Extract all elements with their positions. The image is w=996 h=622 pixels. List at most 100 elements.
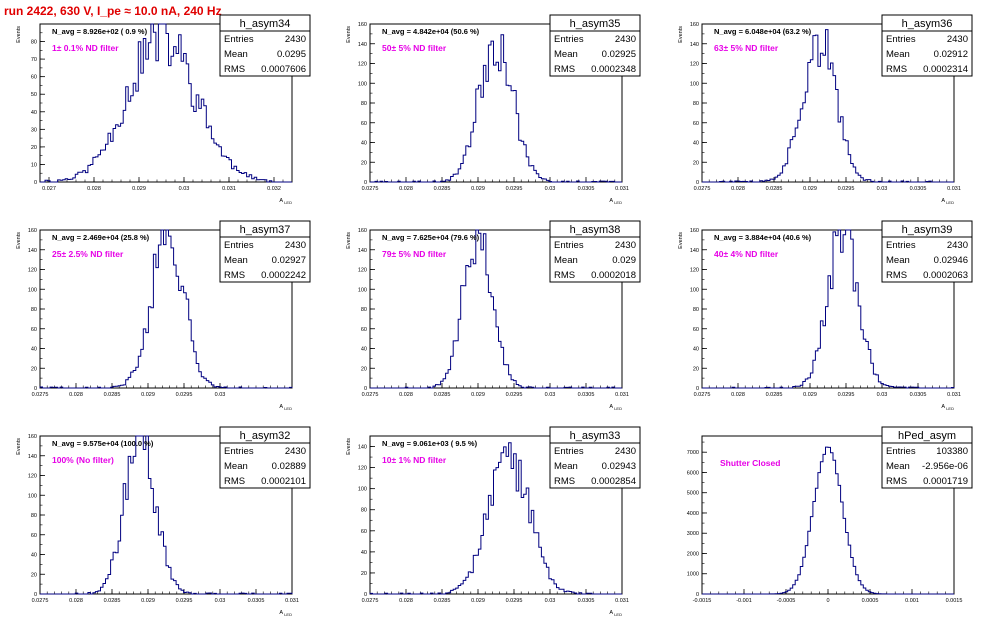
y-tick-label: 80 — [361, 307, 367, 313]
x-axis-label: A LED — [609, 404, 622, 411]
y-tick-label: 120 — [358, 62, 367, 68]
stats-label: Mean — [224, 49, 248, 60]
stats-label: RMS — [886, 64, 907, 75]
x-tick-label: 0.031 — [615, 598, 629, 604]
y-tick-label: 40 — [31, 553, 37, 559]
x-tick-label: 0.03 — [545, 186, 556, 192]
histogram-series — [40, 23, 292, 183]
y-tick-label: 0 — [34, 180, 37, 186]
y-tick-label: 60 — [31, 75, 37, 81]
histogram-panel-h_asym35: 0.0275 0.028 0.0285 0.029 0.0295 0.03 0.0305 0.… — [346, 14, 641, 205]
stats-label: Mean — [224, 461, 248, 472]
y-tick-label: 1000 — [687, 572, 699, 578]
stats-value: 0.0002314 — [923, 64, 968, 75]
stats-value: 0.0002063 — [923, 270, 968, 281]
stats-value: 0.0002242 — [261, 270, 306, 281]
x-tick-label: 0.0305 — [910, 392, 927, 398]
x-axis-label: A LED — [609, 198, 622, 205]
y-tick-label: 60 — [693, 327, 699, 333]
x-tick-label: 0.029 — [141, 598, 155, 604]
navg-label: N_avg = 4.842e+04 (50.6 %) — [382, 27, 480, 36]
y-tick-label: 100 — [358, 487, 367, 493]
y-tick-label: 5000 — [687, 491, 699, 497]
stats-box — [549, 426, 641, 489]
x-tick-label: 0.0285 — [434, 598, 451, 604]
stats-title: h_asym33 — [570, 430, 621, 442]
y-tick-label: 0 — [34, 592, 37, 598]
stats-label: RMS — [224, 270, 245, 281]
y-tick-label: 100 — [690, 81, 699, 87]
x-tick-label: 0.03 — [545, 598, 556, 604]
filter-annotation: Shutter Closed — [720, 458, 780, 468]
y-tick-label: 60 — [361, 121, 367, 127]
stats-value: 0.0002854 — [591, 476, 636, 487]
y-axis-label: Events — [678, 232, 684, 249]
x-tick-label: 0.031 — [222, 186, 236, 192]
x-tick-label: -0.001 — [736, 598, 752, 604]
page-title: run 2422, 630 V, I_pe ≈ 10.0 nA, 240 Hz — [4, 4, 222, 18]
x-tick-label: 0.03 — [215, 392, 226, 398]
histogram-panel-h_asym32: 0.0275 0.028 0.0285 0.029 0.0295 0.03 0.0305 0.… — [16, 426, 311, 617]
y-tick-label: 0 — [696, 180, 699, 186]
stats-value: 0.0001719 — [923, 476, 968, 487]
x-tick-label: 0.0285 — [766, 392, 783, 398]
y-tick-label: 40 — [361, 347, 367, 353]
stats-label: Mean — [886, 461, 910, 472]
histogram-series — [370, 229, 622, 389]
y-tick-label: 80 — [361, 101, 367, 107]
filter-annotation: 10± 1% ND filter — [382, 455, 447, 465]
y-tick-label: 40 — [693, 347, 699, 353]
stats-value: 0.02912 — [934, 49, 968, 60]
y-tick-label: 20 — [31, 145, 37, 151]
x-tick-label: 0.0285 — [104, 392, 121, 398]
stats-box — [219, 220, 311, 283]
x-tick-label: 0.0305 — [578, 392, 595, 398]
x-tick-label: 0.03 — [179, 186, 190, 192]
stats-value: 2430 — [285, 240, 306, 251]
stats-label: RMS — [886, 476, 907, 487]
y-tick-label: 40 — [31, 110, 37, 116]
y-tick-label: 20 — [693, 160, 699, 166]
x-tick-label: 0.0285 — [434, 392, 451, 398]
y-tick-label: 30 — [31, 127, 37, 133]
y-tick-label: 20 — [361, 571, 367, 577]
y-tick-label: 40 — [31, 347, 37, 353]
stats-value: 0.0295 — [277, 49, 306, 60]
filter-annotation: 50± 5% ND filter — [382, 43, 447, 53]
y-tick-label: 100 — [28, 287, 37, 293]
x-tick-label: 0.031 — [285, 598, 299, 604]
x-tick-label: 0.0275 — [32, 598, 49, 604]
histogram-series — [702, 446, 954, 595]
x-axis-label: A LED — [279, 198, 292, 205]
stats-label: RMS — [554, 64, 575, 75]
stats-label: RMS — [224, 476, 245, 487]
stats-box — [881, 220, 973, 283]
y-tick-label: 60 — [361, 327, 367, 333]
y-tick-label: 120 — [690, 62, 699, 68]
x-tick-label: 0.0305 — [578, 186, 595, 192]
y-tick-label: 140 — [358, 445, 367, 451]
stats-title: h_asym35 — [570, 18, 621, 30]
x-axis-label: A LED — [941, 404, 954, 411]
x-tick-label: 0.0275 — [362, 392, 379, 398]
x-tick-label: -0.0015 — [693, 598, 712, 604]
stats-label: Entries — [224, 446, 254, 457]
stats-label: Entries — [554, 446, 584, 457]
y-tick-label: 120 — [358, 466, 367, 472]
stats-value: 0.0007606 — [261, 64, 306, 75]
x-tick-label: 0.0275 — [694, 186, 711, 192]
histogram-panel-hPed_asym: -0.0015 -0.001 -0.0005 0 0.0005 0.001 0.0015 0 1… — [687, 426, 973, 604]
stats-title: h_asym36 — [902, 18, 953, 30]
y-tick-label: 140 — [28, 454, 37, 460]
y-tick-label: 0 — [696, 386, 699, 392]
x-tick-label: 0.0295 — [506, 598, 523, 604]
stats-label: Entries — [224, 34, 254, 45]
histogram-panel-h_asym33: 0.0275 0.028 0.0285 0.029 0.0295 0.03 0.0305 0.… — [346, 426, 641, 617]
y-tick-label: 40 — [361, 141, 367, 147]
navg-label: N_avg = 6.048e+04 (63.2 %) — [714, 27, 812, 36]
x-tick-label: 0.028 — [399, 392, 413, 398]
y-tick-label: 100 — [690, 287, 699, 293]
stats-value: 103380 — [936, 446, 968, 457]
y-tick-label: 10 — [31, 162, 37, 168]
